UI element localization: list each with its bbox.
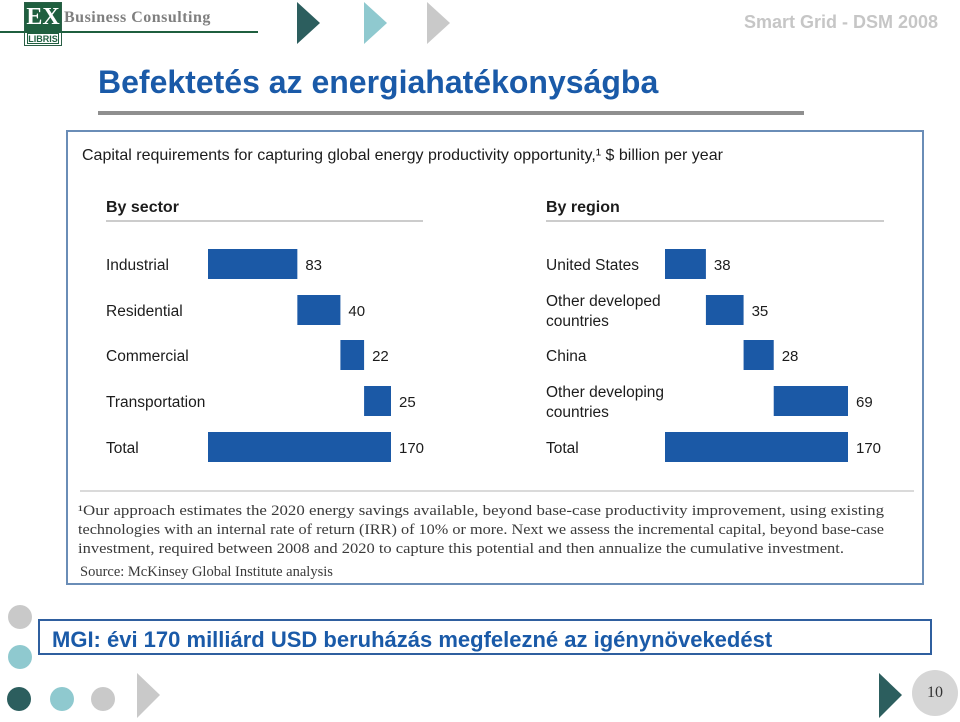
bar bbox=[208, 432, 391, 462]
header-chevron-group bbox=[297, 2, 450, 44]
category-label: Transportation bbox=[106, 394, 205, 411]
bar bbox=[665, 432, 848, 462]
chevron-dark-icon bbox=[297, 2, 320, 44]
chart-figure: Capital requirements for capturing globa… bbox=[66, 130, 924, 585]
footnote-line: ¹Our approach estimates the 2020 energy … bbox=[78, 503, 884, 519]
circle-grey-icon bbox=[8, 605, 32, 629]
category-label: United States bbox=[546, 257, 639, 274]
category-label: Residential bbox=[106, 303, 183, 320]
category-label: Total bbox=[106, 440, 139, 457]
bar-value-label: 170 bbox=[856, 440, 881, 457]
footer-chevron-right bbox=[879, 673, 902, 718]
footnote-line: technologies with an internal rate of re… bbox=[78, 522, 884, 538]
bar-value-label: 40 bbox=[348, 303, 365, 320]
bar bbox=[297, 295, 341, 325]
decorative-circles bbox=[7, 605, 115, 711]
bar-value-label: 25 bbox=[399, 394, 416, 411]
bar bbox=[364, 386, 391, 416]
chevron-grey-icon bbox=[427, 2, 450, 44]
logo-text: EX bbox=[25, 3, 61, 32]
bar bbox=[705, 295, 744, 325]
category-label: countries bbox=[546, 404, 609, 421]
header-rule bbox=[0, 31, 258, 33]
chevron-dark-icon bbox=[879, 673, 902, 718]
category-label: Other developed bbox=[546, 293, 661, 310]
category-label: Total bbox=[546, 440, 579, 457]
bar-value-label: 38 bbox=[714, 257, 731, 274]
category-label: countries bbox=[546, 313, 609, 330]
bar bbox=[743, 340, 774, 370]
chevron-teal-icon bbox=[364, 2, 387, 44]
conference-title: Smart Grid - DSM 2008 bbox=[743, 12, 938, 32]
circle-grey-icon bbox=[91, 687, 115, 711]
bar-value-label: 35 bbox=[752, 303, 769, 320]
category-label: Commercial bbox=[106, 348, 189, 365]
logo: EX LIBRIS bbox=[24, 2, 62, 46]
circle-teal-icon bbox=[50, 687, 74, 711]
chart-canvas: Capital requirements for capturing globa… bbox=[78, 147, 914, 580]
bar bbox=[773, 386, 848, 416]
footer-chevron-left bbox=[137, 673, 160, 718]
slide-title: Befektetés az energiahatékonyságba bbox=[98, 64, 659, 100]
panel-title: By region bbox=[546, 199, 620, 216]
source-note: Source: McKinsey Global Institute analys… bbox=[80, 564, 333, 580]
category-label: China bbox=[546, 348, 587, 365]
bar-value-label: 69 bbox=[856, 394, 873, 411]
circle-teal-icon bbox=[8, 645, 32, 669]
category-label: Other developing bbox=[546, 384, 664, 401]
bar-value-label: 83 bbox=[305, 257, 322, 274]
bar bbox=[340, 340, 365, 370]
bar-value-label: 170 bbox=[399, 440, 424, 457]
caption-box: MGI: évi 170 milliárd USD beruházás megf… bbox=[38, 619, 932, 655]
page-number: 10 bbox=[912, 670, 958, 716]
bar bbox=[665, 249, 706, 279]
bar-value-label: 28 bbox=[782, 348, 799, 365]
panel-title: By sector bbox=[106, 199, 179, 216]
bar bbox=[208, 249, 298, 279]
bar-value-label: 22 bbox=[372, 348, 389, 365]
logo-subtext: LIBRIS bbox=[27, 33, 59, 44]
brand-name: Business Consulting bbox=[64, 9, 211, 26]
category-label: Industrial bbox=[106, 257, 169, 274]
chart-title: Capital requirements for capturing globa… bbox=[82, 147, 724, 164]
caption-text: MGI: évi 170 milliárd USD beruházás megf… bbox=[52, 627, 773, 652]
footnote-line: investment, required between 2008 and 20… bbox=[78, 541, 844, 557]
circle-dark-icon bbox=[7, 687, 31, 711]
title-underline bbox=[98, 111, 804, 115]
chevron-grey-icon bbox=[137, 673, 160, 718]
